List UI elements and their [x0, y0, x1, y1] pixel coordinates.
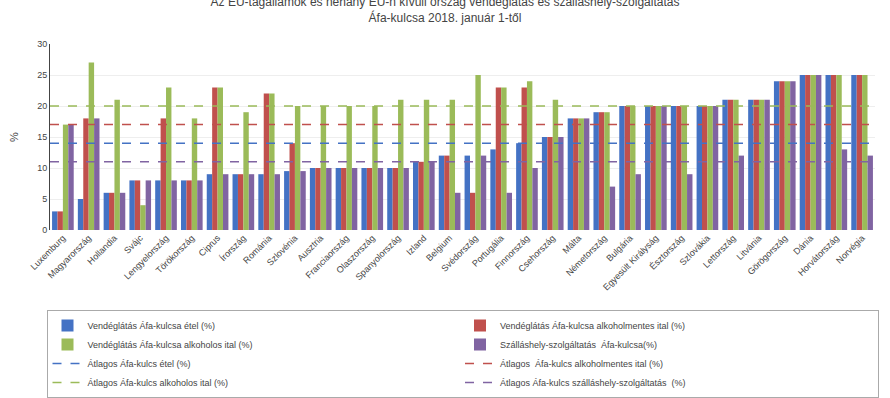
- svg-text:Görögország: Görögország: [746, 233, 790, 277]
- svg-text:Portugália: Portugália: [470, 233, 506, 269]
- svg-text:Szlovénia: Szlovénia: [265, 233, 300, 268]
- svg-text:%: %: [8, 132, 20, 142]
- svg-text:Magyarország: Magyarország: [46, 233, 93, 280]
- svg-text:Olaszország: Olaszország: [334, 233, 376, 275]
- svg-text:Egyesült Királyság: Egyesült Királyság: [601, 233, 660, 292]
- svg-text:Ausztria: Ausztria: [295, 233, 325, 263]
- svg-text:Csehország: Csehország: [516, 233, 557, 274]
- svg-text:Vendéglátás Áfa-kulcsa étel (%: Vendéglátás Áfa-kulcsa étel (%): [88, 321, 216, 331]
- svg-text:25: 25: [37, 70, 47, 80]
- svg-text:Átlagos Áfa-kulcs alkoholment: Átlagos Áfa-kulcs alkoholmentes ital (%): [500, 359, 663, 369]
- svg-text:Finnország: Finnország: [493, 233, 532, 272]
- svg-text:Spanyolország: Spanyolország: [353, 233, 402, 282]
- svg-text:Belgium: Belgium: [424, 233, 454, 263]
- svg-text:10: 10: [37, 163, 47, 173]
- svg-text:Észtország: Észtország: [648, 233, 687, 272]
- svg-text:Németország: Németország: [564, 233, 609, 278]
- svg-text:Norvégia: Norvégia: [834, 233, 867, 266]
- svg-text:30: 30: [37, 39, 47, 49]
- svg-text:Írország: Írország: [218, 233, 248, 263]
- svg-text:Luxemburg: Luxemburg: [29, 233, 68, 272]
- svg-text:Izland: Izland: [404, 233, 428, 257]
- svg-text:Málta: Málta: [560, 233, 583, 256]
- svg-text:Románia: Románia: [241, 233, 274, 266]
- svg-text:5: 5: [42, 194, 47, 204]
- svg-text:Törökország: Törökország: [154, 233, 196, 275]
- svg-text:Az EU-tagállamok és néhány EU-: Az EU-tagállamok és néhány EU-n kívüli o…: [211, 0, 680, 25]
- svg-text:15: 15: [37, 132, 47, 142]
- svg-text:Hollandia: Hollandia: [85, 233, 119, 267]
- svg-text:Horvátország: Horvátország: [796, 233, 841, 278]
- svg-text:Franciaország: Franciaország: [304, 233, 351, 280]
- svg-text:Lettország: Lettország: [701, 233, 738, 270]
- svg-text:Szlovákia: Szlovákia: [678, 233, 712, 267]
- svg-text:0: 0: [42, 225, 47, 235]
- svg-text:Vendéglátás Áfa-kulcsa alkohol: Vendéglátás Áfa-kulcsa alkoholos ital (%…: [88, 340, 253, 350]
- svg-text:20: 20: [37, 101, 47, 111]
- svg-text:Átlagos Áfa-kulcs alkoholos it: Átlagos Áfa-kulcs alkoholos ital (%): [88, 378, 229, 388]
- svg-text:Bulgária: Bulgária: [604, 233, 634, 263]
- svg-text:Svájc: Svájc: [122, 233, 145, 256]
- svg-text:Lengyelország: Lengyelország: [122, 233, 170, 281]
- svg-text:Átlagos Áfa-kulcs szálláshely-: Átlagos Áfa-kulcs szálláshely-szolgáltat…: [500, 378, 686, 388]
- svg-text:Svédország: Svédország: [439, 233, 480, 274]
- svg-text:Ciprus: Ciprus: [197, 233, 223, 259]
- svg-text:Litvánia: Litvánia: [735, 233, 764, 262]
- svg-text:Szálláshely-szolgáltatás Áfa-: Szálláshely-szolgáltatás Áfa-kulcsa(%): [500, 340, 657, 350]
- svg-text:Dánia: Dánia: [791, 233, 815, 257]
- svg-text:Vendéglátás Áfa-kulcsa alkohol: Vendéglátás Áfa-kulcsa alkoholmentes ita…: [500, 321, 685, 331]
- svg-text:Átlagos Áfa-kulcs étel (%): Átlagos Áfa-kulcs étel (%): [88, 359, 191, 369]
